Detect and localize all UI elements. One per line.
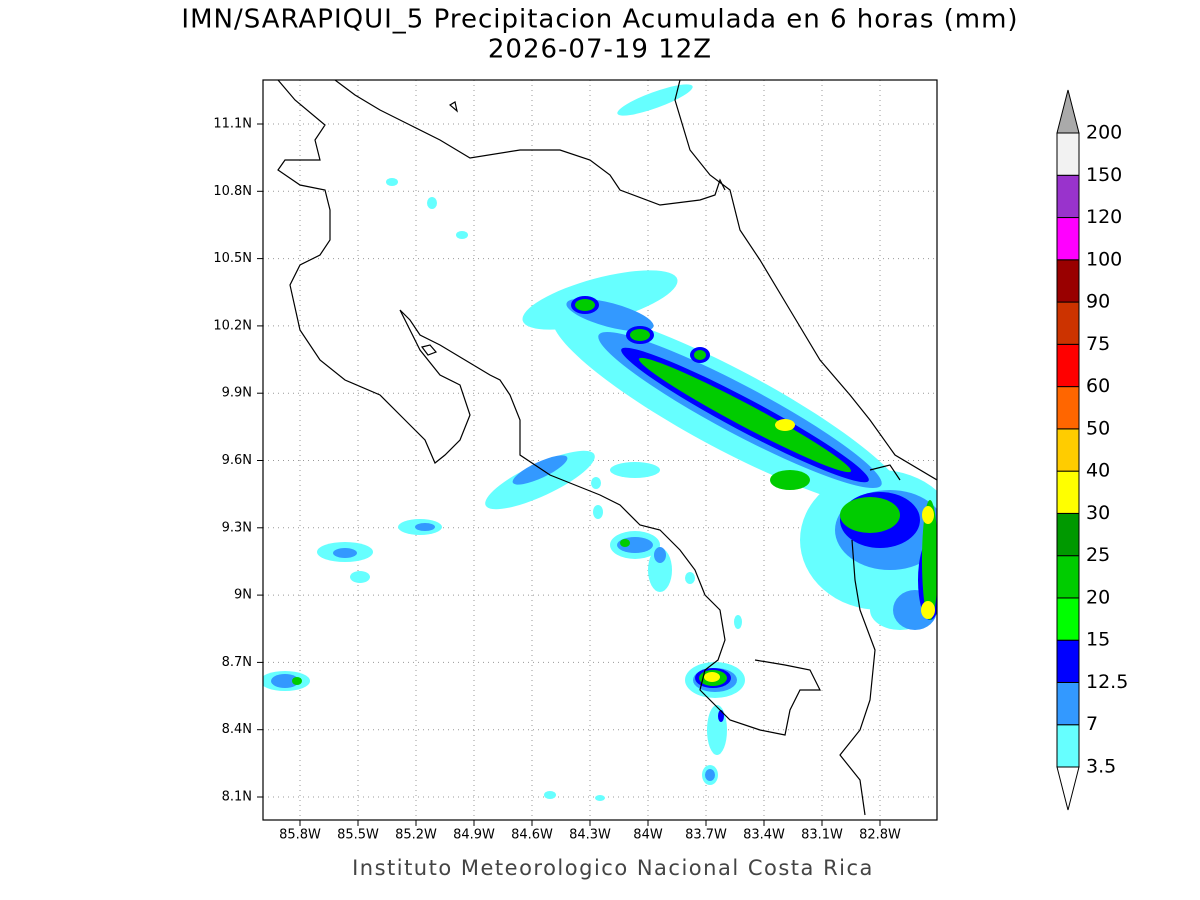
- colorbar-swatch: [1056, 174, 1080, 219]
- lon-label: 83.1W: [801, 828, 843, 843]
- map-frame: [262, 79, 938, 821]
- colorbar-swatch: [1056, 597, 1080, 641]
- lat-label: 10.2N: [213, 318, 252, 333]
- colorbar-swatch: [1056, 428, 1080, 472]
- colorbar-label: 100: [1086, 248, 1122, 270]
- colorbar-label: 120: [1086, 206, 1122, 228]
- lon-label: 85.2W: [395, 828, 437, 843]
- lat-label: 9.6N: [222, 453, 252, 468]
- lat-label: 11.1N: [213, 117, 252, 132]
- colorbar-label: 7: [1086, 713, 1098, 735]
- lat-label: 9N: [234, 588, 252, 603]
- colorbar-swatch: [1056, 512, 1080, 557]
- lon-label: 83.7W: [685, 828, 727, 843]
- lat-label: 10.8N: [213, 184, 252, 199]
- colorbar: 3.5 7 12.5 15 20 25 30 40 50 60 75 90 100 120 150 200: [1056, 89, 1128, 811]
- colorbar-swatch: [1056, 639, 1080, 683]
- colorbar-swatch: [1056, 217, 1080, 261]
- colorbar-swatch: [1056, 724, 1080, 768]
- colorbar-label: 40: [1086, 460, 1110, 482]
- precipitation: [263, 84, 937, 801]
- colorbar-label: 50: [1086, 417, 1110, 439]
- colorbar-label: 200: [1086, 122, 1122, 144]
- colorbar-top-arrow: [1056, 89, 1080, 134]
- colorbar-swatch: [1056, 386, 1080, 430]
- lat-label: 8.4N: [222, 722, 252, 737]
- colorbar-label: 25: [1086, 544, 1110, 566]
- lon-label: 84W: [633, 828, 663, 843]
- colorbar-label: 3.5: [1086, 756, 1116, 778]
- lon-label: 84.9W: [453, 828, 495, 843]
- colorbar-swatch: [1056, 681, 1080, 726]
- colorbar-swatch: [1056, 132, 1080, 176]
- title: IMN/SARAPIQUI_5 Precipitacion Acumulada …: [181, 5, 1018, 35]
- lat-label: 8.1N: [222, 790, 252, 805]
- footer: Instituto Meteorologico Nacional Costa R…: [352, 856, 874, 880]
- colorbar-label: 15: [1086, 629, 1110, 651]
- colorbar-swatch: [1056, 301, 1080, 345]
- subtitle: 2026-07-19 12Z: [488, 35, 712, 65]
- colorbar-label: 150: [1086, 164, 1122, 186]
- colorbar-label: 60: [1086, 375, 1110, 397]
- colorbar-label: 20: [1086, 586, 1110, 608]
- colorbar-swatch: [1056, 259, 1080, 303]
- lon-label: 83.4W: [743, 828, 785, 843]
- coastline: [277, 80, 937, 816]
- lon-label: 85.8W: [279, 828, 321, 843]
- lat-label: 8.7N: [222, 655, 252, 670]
- colorbar-swatch: [1056, 343, 1080, 388]
- colorbar-label: 30: [1086, 502, 1110, 524]
- lat-label: 9.9N: [222, 386, 252, 401]
- colorbar-swatch: [1056, 470, 1080, 514]
- colorbar-swatch: [1056, 555, 1080, 599]
- lon-label: 82.8W: [859, 828, 901, 843]
- colorbar-label: 75: [1086, 333, 1110, 355]
- grid: 85.8W 85.5W 85.2W 84.9W 84.6W 84.3W 84W 83.7W 83…: [213, 80, 937, 843]
- lon-label: 84.3W: [569, 828, 611, 843]
- lat-label: 9.3N: [222, 520, 252, 535]
- lat-label: 10.5N: [213, 251, 252, 266]
- colorbar-label: 12.5: [1086, 671, 1128, 693]
- lon-label: 85.5W: [337, 828, 379, 843]
- lon-label: 84.6W: [511, 828, 553, 843]
- colorbar-bottom-arrow: [1056, 766, 1080, 811]
- colorbar-label: 90: [1086, 291, 1110, 313]
